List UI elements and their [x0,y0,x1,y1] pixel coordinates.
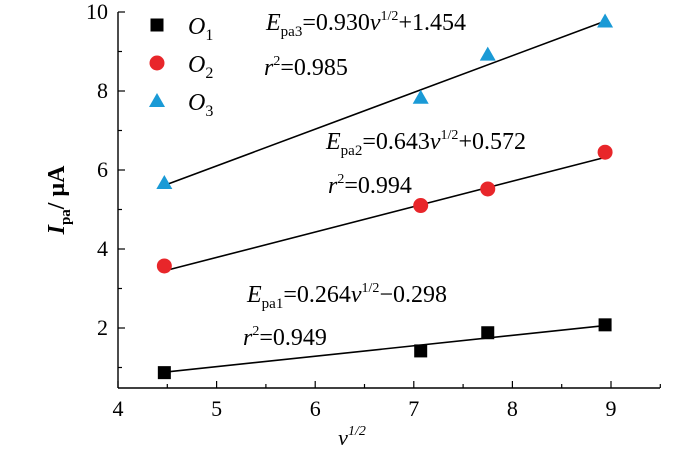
point-circle [156,258,172,274]
equations: Epa1=0.264v1/2−0.298 r2=0.949 Epa2=0.643v1… [243,9,526,351]
point-triangle [479,46,496,61]
point-triangle [412,89,429,104]
x-axis-title: v1/2 [338,424,366,450]
x-tick-label: 5 [211,396,222,421]
point-circle [480,181,496,197]
y-axis-title: Ipa/ μA [44,165,74,235]
y-tick-label: 4 [97,236,108,261]
y-tick-label: 2 [97,315,108,340]
data-points [156,13,614,380]
x-tick-label: 7 [408,396,419,421]
point-circle [413,198,429,214]
r-squared-o2: r2=0.994 [328,172,412,199]
fit-line-o2 [164,156,606,272]
x-tick-label: 9 [606,396,617,421]
y-tick-label: 8 [97,78,108,103]
legend-marker-square [150,18,164,32]
y-tick-label: 10 [86,0,108,24]
y-tick-label: 6 [97,157,108,182]
point-square [414,344,428,358]
legend-label: O1 [188,14,213,44]
fit-line-o3 [164,20,606,187]
legend: O1 O2 O3 [149,14,213,120]
point-circle [597,144,613,160]
fit-equation-o3: Epa3=0.930v1/2+1.454 [265,9,466,40]
fit-equation-o2: Epa2=0.643v1/2+0.572 [325,128,526,159]
r-squared-o3: r2=0.985 [264,54,348,81]
axis-labels: v1/2 Ipa/ μA [44,165,366,450]
point-triangle [597,13,614,28]
legend-marker-triangle [149,93,165,107]
legend-marker-circle [149,55,165,71]
legend-label: O2 [188,52,213,82]
point-square [598,318,612,332]
axes: 4 5 6 7 8 9 2 4 6 8 10 [86,0,661,421]
point-triangle [156,175,173,190]
r-squared-o1: r2=0.949 [243,324,327,351]
x-tick-label: 8 [507,396,518,421]
legend-label: O3 [188,90,213,120]
point-square [481,326,495,340]
fit-lines [164,20,606,373]
fit-equation-o1: Epa1=0.264v1/2−0.298 [246,281,447,312]
x-tick-label: 6 [310,396,321,421]
fit-line-o1 [164,324,606,373]
x-tick-label: 4 [113,396,124,421]
point-square [157,366,171,380]
